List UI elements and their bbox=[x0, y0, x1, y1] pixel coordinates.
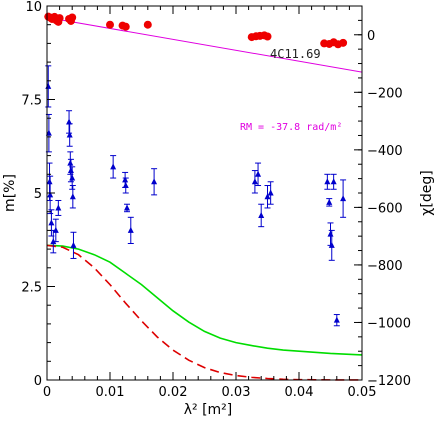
y-right-axis-title: χ[deg] bbox=[419, 170, 435, 215]
y-right-tick-label: −600 bbox=[367, 201, 403, 216]
triangle-marker bbox=[45, 82, 52, 89]
triangle-marker bbox=[122, 182, 129, 189]
pol-degree-point bbox=[127, 216, 134, 244]
x-tick-label: 0.02 bbox=[159, 385, 188, 400]
x-tick-label: 0.01 bbox=[96, 385, 125, 400]
model-red-dashed-curve bbox=[46, 244, 363, 381]
pol-degree-point bbox=[124, 203, 131, 213]
pol-degree-point bbox=[151, 168, 158, 196]
triangle-marker bbox=[66, 131, 73, 138]
y-right-tick-label: −800 bbox=[367, 259, 403, 274]
y-left-tick-label: 0 bbox=[34, 374, 42, 389]
y-right-tick-label: −200 bbox=[367, 86, 403, 101]
pol-degree-point bbox=[255, 162, 262, 187]
triangle-marker bbox=[330, 178, 337, 185]
pol-degree-point bbox=[324, 173, 331, 190]
triangle-marker bbox=[324, 178, 331, 185]
pol-angle-point bbox=[68, 13, 77, 22]
pol-angle-point bbox=[121, 22, 130, 31]
triangle-marker bbox=[52, 226, 59, 233]
x-tick-label: 0.04 bbox=[285, 385, 314, 400]
y-left-tick-label: 5 bbox=[34, 187, 42, 202]
x-axis-title: λ² [m²] bbox=[184, 402, 233, 418]
triangle-marker bbox=[326, 198, 333, 205]
pol-degree-point bbox=[45, 65, 52, 108]
ticks: 0 0.01 0.02 0.03 0.04 0.05 0 2.5 5 7.5 10 0 −200 −400… bbox=[21, 0, 411, 400]
pol-angle-point bbox=[106, 20, 114, 29]
pol-degree-point bbox=[122, 177, 129, 194]
pol-degree-point bbox=[69, 185, 76, 209]
triangle-marker bbox=[340, 195, 347, 202]
triangle-marker bbox=[67, 159, 74, 166]
plot-frame bbox=[46, 5, 363, 381]
pol-degree-point bbox=[251, 170, 258, 194]
x-tick-label: 0 bbox=[43, 385, 51, 400]
x-tick-label: 0.03 bbox=[222, 385, 251, 400]
y-right-tick-label: 0 bbox=[367, 29, 375, 44]
pol-degree-point bbox=[258, 203, 265, 228]
pol-degree-point bbox=[47, 175, 54, 215]
triangle-marker bbox=[328, 241, 335, 248]
pol-degree-point bbox=[333, 314, 340, 327]
triangle-marker bbox=[258, 211, 265, 218]
pol-degree-point bbox=[52, 218, 59, 243]
pol-angle-point bbox=[143, 20, 152, 29]
pol-degree-point bbox=[328, 229, 335, 261]
y-right-tick-label: −400 bbox=[367, 144, 403, 159]
triangle-marker bbox=[327, 230, 334, 237]
pol-degree-point bbox=[70, 231, 77, 259]
pol-degree-point bbox=[330, 173, 337, 190]
triangle-marker bbox=[251, 178, 258, 185]
triangle-marker bbox=[48, 219, 55, 226]
pol-degree-point bbox=[327, 222, 334, 246]
triangle-marker bbox=[333, 316, 340, 323]
pol-degree-point bbox=[48, 209, 55, 237]
triangle-marker bbox=[264, 193, 271, 200]
x-tick-label: 0.05 bbox=[348, 385, 377, 400]
pol-degree-point bbox=[267, 181, 274, 205]
y-left-tick-label: 10 bbox=[25, 0, 42, 15]
triangle-marker bbox=[127, 226, 134, 233]
pol-degree-point bbox=[340, 179, 347, 218]
triangle-marker bbox=[122, 176, 129, 183]
y-left-axis-title: m[%] bbox=[2, 174, 18, 212]
triangle-marker bbox=[70, 241, 77, 248]
triangle-marker bbox=[110, 163, 117, 170]
triangle-marker bbox=[66, 118, 73, 125]
triangle-marker bbox=[151, 178, 158, 185]
pol-degree-point bbox=[55, 199, 62, 216]
y-right-tick-label: −1000 bbox=[367, 316, 411, 331]
rm-fit-segment bbox=[46, 17, 363, 73]
polarization-angle-series bbox=[44, 12, 348, 49]
triangle-marker bbox=[67, 167, 74, 174]
triangle-marker bbox=[267, 189, 274, 196]
rm-label: RM = -37.8 rad/m² bbox=[240, 122, 342, 133]
pol-degree-point bbox=[264, 185, 271, 209]
model-green-curve bbox=[46, 244, 363, 356]
pol-angle-point bbox=[263, 32, 272, 41]
triangle-marker bbox=[69, 193, 76, 200]
y-left-tick-label: 2.5 bbox=[21, 281, 42, 296]
pol-degree-point bbox=[66, 123, 73, 147]
pol-angle-point bbox=[339, 38, 348, 47]
pol-angle-point bbox=[55, 14, 64, 23]
source-label: 4C11.69 bbox=[270, 47, 321, 61]
triangle-marker bbox=[69, 174, 76, 181]
triangle-marker bbox=[47, 191, 54, 198]
polarization-degree-series bbox=[45, 65, 347, 327]
pol-degree-point bbox=[110, 155, 117, 179]
triangle-marker bbox=[255, 170, 262, 177]
pol-degree-point bbox=[66, 110, 73, 134]
rm-fit-line bbox=[46, 17, 363, 73]
y-right-tick-label: −1200 bbox=[367, 374, 411, 389]
y-left-tick-label: 7.5 bbox=[21, 94, 42, 109]
model-curves bbox=[46, 244, 363, 381]
triangle-marker bbox=[46, 178, 53, 185]
triangle-marker bbox=[55, 204, 62, 211]
triangle-marker bbox=[124, 204, 131, 211]
axes bbox=[46, 5, 363, 381]
pol-degree-point bbox=[326, 198, 333, 207]
